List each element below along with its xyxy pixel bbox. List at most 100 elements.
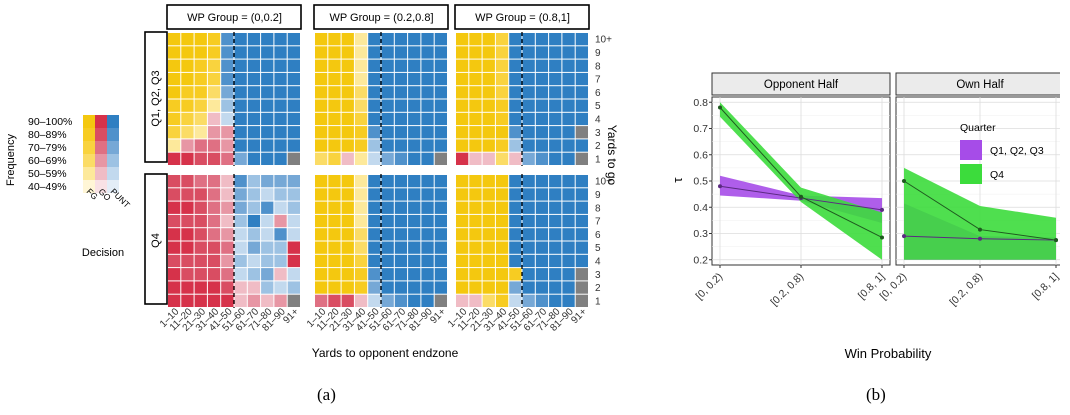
heatmap-cell [368,139,381,152]
heatmap-cell [181,228,194,241]
heatmap-cell [394,126,408,139]
heatmap-cell [381,214,394,228]
heatmap-cell [274,99,287,112]
heatmap-cell [207,59,221,72]
heatmap-cell [509,112,522,126]
heatmap-cell [575,268,588,281]
heatmap-cell [168,201,181,214]
heatmap-cell [381,188,394,201]
heatmap-cell [394,86,408,99]
heatmap-cell [328,152,341,165]
heatmap-cell [482,152,495,165]
heatmap-cell [221,46,234,59]
heatmap-cell [261,228,274,241]
heatmap-cell [394,99,408,112]
heatmap-cell [194,268,207,281]
heatmap-cell [456,112,469,126]
heatmap-cell [181,201,194,214]
facet-strip-col-label-2: WP Group = (0.8,1] [475,12,570,24]
heatmap-cell [234,214,247,228]
heatmap-cell [181,214,194,228]
heatmap-cell [522,268,535,281]
heatmap-cell [575,33,588,46]
heatmap-cell [354,214,368,228]
heatmap-cell [522,214,535,228]
heatmap-cell [469,241,482,254]
heatmap-cell [495,214,509,228]
y-tick-label: 4 [595,256,601,267]
legend-swatch [95,128,107,141]
heatmap-cell [274,59,287,72]
heatmap-cell [394,59,408,72]
heatmap-cell [421,126,434,139]
legend-label: 80–89% [28,129,67,141]
heatmap-cell [315,126,328,139]
heatmap-cell [549,281,562,294]
heatmap-cell [287,214,300,228]
heatmap-cell [194,281,207,294]
heatmap-cell [469,72,482,86]
heatmap-cell [181,175,194,188]
heatmap-cell [456,126,469,139]
heatmap-cell [234,228,247,241]
heatmap-cell [482,241,495,254]
heatmap-cell [247,268,261,281]
heatmap-cell [434,33,447,46]
heatmap-cell [274,112,287,126]
heatmap-cell [221,86,234,99]
heatmap-cell [368,152,381,165]
y-tick-label: 0.4 [693,202,708,214]
heatmap-cell [421,86,434,99]
heatmap-cell [482,126,495,139]
heatmap-cell [261,201,274,214]
heatmap-cell [354,112,368,126]
tau-line-figure: 0.2 0.3 0.4 0.5 0.6 0.7 0.8 τ Opponent Half [0, 0… [670,72,1060,361]
heatmap-cell [522,99,535,112]
heatmap-cell [408,152,421,165]
heatmap-cell [522,139,535,152]
heatmap-cell [368,72,381,86]
heatmap-cell [394,268,408,281]
heatmap-cell [421,201,434,214]
heatmap-cell [535,99,549,112]
heatmap-cell [181,86,194,99]
heatmap-cell [482,281,495,294]
heatmap-cell [562,188,575,201]
heatmap-cell [408,126,421,139]
heatmap-cell [261,139,274,152]
heatmap-cell [168,281,181,294]
heatmap-cell [535,241,549,254]
facet-strip [711,72,891,96]
heatmap-cell [274,72,287,86]
heatmap-cell [469,99,482,112]
heatmap-cell [207,99,221,112]
facet-strip-row-label-0: Q1, Q2, Q3 [150,70,162,126]
heatmap-cell [207,152,221,165]
heatmap-cell [456,152,469,165]
heatmap-cell [261,254,274,268]
heatmap-cell [287,139,300,152]
heatmap-cell [368,112,381,126]
heatmap-cell [341,228,354,241]
heatmap-cell [434,241,447,254]
heatmap-cell [482,46,495,59]
y-axis-title: Yards to go [605,125,619,186]
heatmap-cell [535,294,549,307]
heatmap-cell [207,46,221,59]
heatmap-cell [168,294,181,307]
heatmap-cell [368,99,381,112]
heatmap-cell [181,188,194,201]
heatmap-cell [434,139,447,152]
heatmap-cell [495,294,509,307]
heatmap-cell [328,59,341,72]
heatmap-cell [522,126,535,139]
heatmap-cell [341,46,354,59]
heatmap-cell [495,33,509,46]
heatmap-cell [495,268,509,281]
heatmap-cell [354,99,368,112]
heatmap-cell [274,254,287,268]
heatmap-cell [469,46,482,59]
heatmap-cell [549,33,562,46]
heatmap-cell [434,99,447,112]
heatmap-cell [495,188,509,201]
